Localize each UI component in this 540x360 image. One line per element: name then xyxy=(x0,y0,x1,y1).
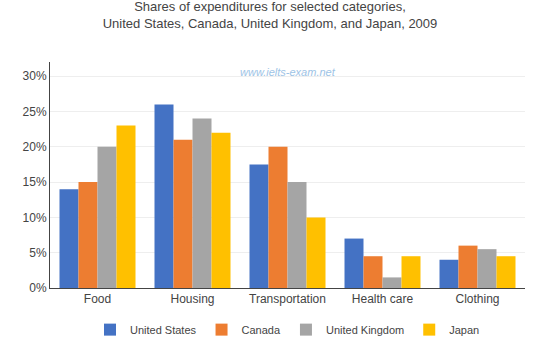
svg-text:30%: 30% xyxy=(23,69,47,83)
svg-text:20%: 20% xyxy=(23,140,47,154)
svg-text:Canada: Canada xyxy=(242,324,281,336)
svg-text:5%: 5% xyxy=(29,246,47,260)
svg-text:Clothing: Clothing xyxy=(455,292,499,306)
svg-text:Japan: Japan xyxy=(449,324,479,336)
svg-text:Transportation: Transportation xyxy=(249,292,326,306)
svg-text:United Kingdom: United Kingdom xyxy=(326,324,404,336)
svg-text:Food: Food xyxy=(84,292,111,306)
svg-text:Housing: Housing xyxy=(170,292,214,306)
svg-text:10%: 10% xyxy=(23,211,47,225)
svg-text:0%: 0% xyxy=(29,281,47,295)
svg-text:25%: 25% xyxy=(23,105,47,119)
svg-text:United States: United States xyxy=(130,324,197,336)
svg-text:www.ielts-exam.net: www.ielts-exam.net xyxy=(240,66,336,78)
svg-text:15%: 15% xyxy=(23,175,47,189)
svg-text:Shares of expenditures for sel: Shares of expenditures for selected cate… xyxy=(103,0,438,31)
svg-text:Health care: Health care xyxy=(352,292,414,306)
